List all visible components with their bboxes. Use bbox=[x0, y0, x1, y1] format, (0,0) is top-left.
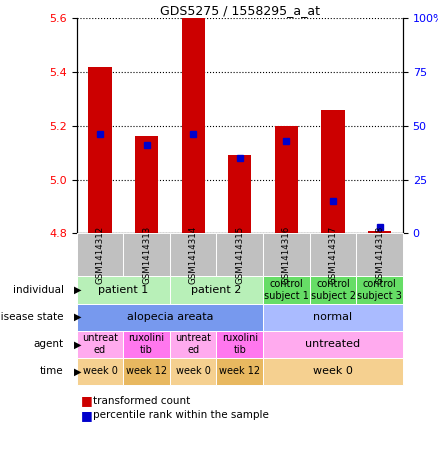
Text: week 0: week 0 bbox=[176, 366, 211, 376]
Text: GSM1414317: GSM1414317 bbox=[328, 226, 338, 284]
Text: ■: ■ bbox=[81, 409, 93, 422]
Text: ■: ■ bbox=[81, 395, 93, 407]
Text: week 12: week 12 bbox=[126, 366, 167, 376]
Text: control
subject 3: control subject 3 bbox=[357, 279, 402, 301]
Text: control
subject 1: control subject 1 bbox=[264, 279, 309, 301]
Text: individual: individual bbox=[13, 285, 64, 295]
Text: patient 1: patient 1 bbox=[98, 285, 148, 295]
Text: ▶: ▶ bbox=[74, 312, 82, 322]
Text: percentile rank within the sample: percentile rank within the sample bbox=[93, 410, 269, 420]
Text: untreat
ed: untreat ed bbox=[175, 333, 211, 355]
Text: control
subject 2: control subject 2 bbox=[311, 279, 356, 301]
Text: normal: normal bbox=[314, 312, 353, 322]
Text: disease state: disease state bbox=[0, 312, 64, 322]
Text: GSM1414313: GSM1414313 bbox=[142, 226, 151, 284]
Bar bbox=[321, 110, 345, 233]
Text: untreated: untreated bbox=[305, 339, 360, 349]
Text: transformed count: transformed count bbox=[93, 396, 191, 406]
Title: GDS5275 / 1558295_a_at: GDS5275 / 1558295_a_at bbox=[160, 4, 320, 17]
Text: week 0: week 0 bbox=[82, 366, 117, 376]
Text: agent: agent bbox=[33, 339, 64, 349]
Text: ▶: ▶ bbox=[74, 285, 82, 295]
Bar bbox=[275, 125, 298, 233]
Text: week 12: week 12 bbox=[219, 366, 260, 376]
Text: ▶: ▶ bbox=[74, 366, 82, 376]
Text: patient 2: patient 2 bbox=[191, 285, 242, 295]
Bar bbox=[228, 155, 251, 233]
Bar bbox=[368, 231, 391, 233]
Text: GSM1414318: GSM1414318 bbox=[375, 226, 384, 284]
Text: ▶: ▶ bbox=[74, 339, 82, 349]
Bar bbox=[88, 67, 112, 233]
Text: GSM1414312: GSM1414312 bbox=[95, 226, 104, 284]
Text: GSM1414315: GSM1414315 bbox=[235, 226, 244, 284]
Text: untreat
ed: untreat ed bbox=[82, 333, 118, 355]
Text: ruxolini
tib: ruxolini tib bbox=[222, 333, 258, 355]
Text: GSM1414314: GSM1414314 bbox=[189, 226, 198, 284]
Bar bbox=[135, 136, 158, 233]
Bar bbox=[181, 18, 205, 233]
Text: week 0: week 0 bbox=[313, 366, 353, 376]
Text: time: time bbox=[40, 366, 64, 376]
Text: alopecia areata: alopecia areata bbox=[127, 312, 213, 322]
Text: GSM1414316: GSM1414316 bbox=[282, 226, 291, 284]
Text: ruxolini
tib: ruxolini tib bbox=[128, 333, 165, 355]
